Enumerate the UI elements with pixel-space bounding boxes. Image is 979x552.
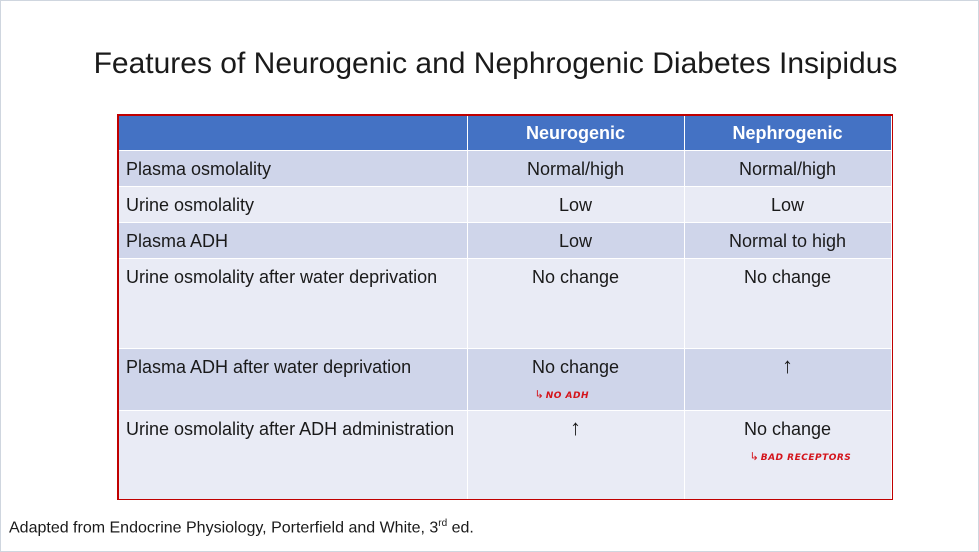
citation-suffix: ed.	[447, 519, 474, 537]
header-nephrogenic: Nephrogenic	[684, 116, 892, 151]
header-neurogenic: Neurogenic	[467, 116, 685, 151]
row-feature: Plasma ADH after water deprivation	[119, 348, 468, 411]
row-feature: Urine osmolality after ADH administratio…	[119, 410, 468, 499]
header-feature	[119, 116, 468, 151]
handwritten-note-no-adh: ↳ NO ADH	[475, 380, 677, 401]
row-nephrogenic-cell: No change ↳ BAD RECEPTORS	[684, 410, 892, 499]
row-nephrogenic: Low	[684, 186, 892, 223]
row-feature: Urine osmolality after water deprivation	[119, 258, 468, 349]
comparison-table: Neurogenic Nephrogenic Plasma osmolality…	[119, 116, 892, 499]
row-neurogenic: Normal/high	[467, 150, 685, 187]
row-feature: Urine osmolality	[119, 186, 468, 223]
citation-footer: Adapted from Endocrine Physiology, Porte…	[9, 518, 474, 537]
row-nephrogenic: No change	[743, 419, 832, 439]
hooked-arrow-icon: ↳	[749, 450, 759, 463]
up-arrow-icon: ↑	[570, 415, 581, 440]
row-nephrogenic: Normal/high	[684, 150, 892, 187]
row-neurogenic-cell: ↑	[467, 410, 685, 499]
table-row: Plasma ADH after water deprivation No ch…	[119, 348, 892, 411]
hooked-arrow-icon: ↳	[534, 388, 544, 401]
row-feature: Plasma osmolality	[119, 150, 468, 187]
row-feature: Plasma ADH	[119, 222, 468, 259]
slide-title: Features of Neurogenic and Nephrogenic D…	[93, 47, 898, 80]
citation-prefix: Adapted from Endocrine Physiology, Porte…	[9, 519, 439, 537]
table-row: Urine osmolality Low Low	[119, 186, 892, 223]
table-header-row: Neurogenic Nephrogenic	[119, 116, 892, 151]
comparison-table-frame: Neurogenic Nephrogenic Plasma osmolality…	[117, 114, 893, 500]
row-neurogenic: No change	[531, 357, 620, 377]
note-bad-receptors-text: BAD RECEPTORS	[760, 453, 852, 463]
row-neurogenic: No change	[467, 258, 685, 349]
handwritten-note-bad-receptors: ↳ BAD RECEPTORS	[692, 442, 884, 463]
note-no-adh-text: NO ADH	[545, 391, 590, 401]
row-neurogenic-cell: No change ↳ NO ADH	[467, 348, 685, 411]
table-row: Plasma osmolality Normal/high Normal/hig…	[119, 150, 892, 187]
row-nephrogenic: Normal to high	[684, 222, 892, 259]
row-neurogenic: Low	[467, 222, 685, 259]
table-row: Urine osmolality after ADH administratio…	[119, 410, 892, 499]
citation-superscript: rd	[438, 518, 448, 529]
up-arrow-icon: ↑	[782, 353, 793, 378]
table-row: Plasma ADH Low Normal to high	[119, 222, 892, 259]
table-row: Urine osmolality after water deprivation…	[119, 258, 892, 349]
row-nephrogenic-cell: ↑	[684, 348, 892, 411]
row-neurogenic: Low	[467, 186, 685, 223]
row-nephrogenic: No change	[684, 258, 892, 349]
